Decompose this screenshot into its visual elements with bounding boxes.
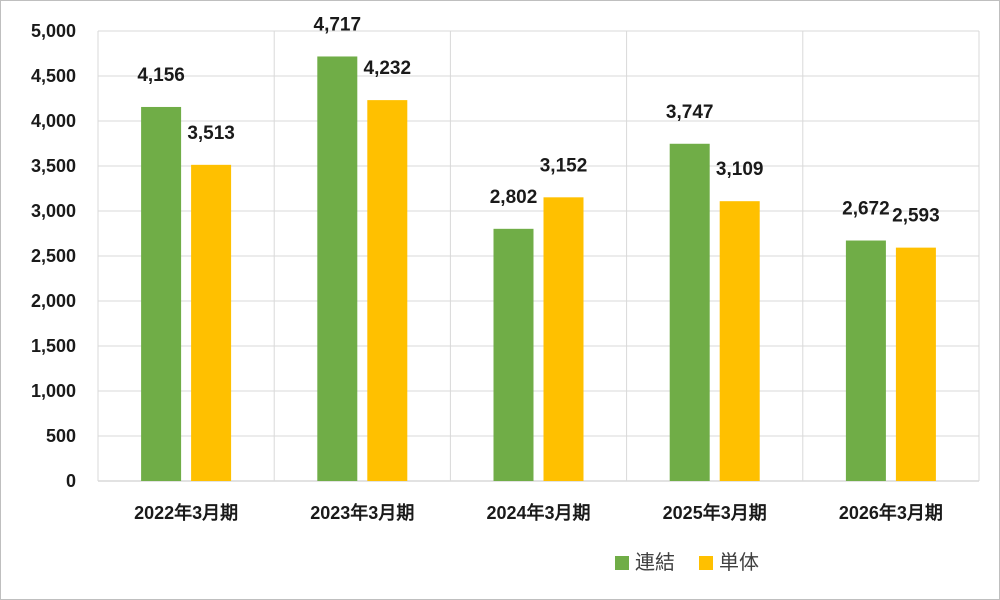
bar-standalone (543, 197, 584, 481)
data-label: 2,593 (892, 206, 940, 227)
y-tick-label: 500 (46, 426, 76, 446)
bar-consolidated (493, 228, 534, 481)
data-label: 3,513 (187, 123, 235, 144)
data-label: 4,717 (314, 14, 362, 35)
data-label: 3,109 (716, 159, 764, 180)
legend-swatch (615, 556, 629, 570)
y-tick-label: 3,000 (31, 201, 76, 221)
bar-standalone (191, 164, 232, 481)
legend-label: 単体 (719, 551, 759, 574)
data-label: 4,232 (364, 58, 412, 79)
y-tick-label: 0 (66, 471, 76, 491)
data-label: 3,747 (666, 102, 714, 123)
y-tick-label: 5,000 (31, 21, 76, 41)
legend-swatch (699, 556, 713, 570)
y-tick-label: 1,000 (31, 381, 76, 401)
legend: 連結 単体 (615, 551, 759, 574)
data-label: 2,672 (842, 199, 890, 220)
data-label: 3,152 (540, 155, 588, 176)
x-tick-label: 2022年3月期 (134, 502, 238, 523)
y-tick-label: 4,000 (31, 111, 76, 131)
data-label: 2,802 (490, 187, 538, 208)
y-tick-label: 3,500 (31, 156, 76, 176)
x-tick-label: 2023年3月期 (310, 502, 414, 523)
bar-consolidated (317, 56, 358, 481)
x-tick-label: 2026年3月期 (839, 502, 943, 523)
bar-standalone (367, 100, 408, 482)
bar-standalone (895, 247, 936, 481)
y-tick-label: 4,500 (31, 66, 76, 86)
x-tick-label: 2024年3月期 (486, 502, 590, 523)
legend-label: 連結 (635, 551, 675, 574)
bar-standalone (719, 201, 760, 481)
bar-consolidated (845, 240, 886, 481)
bar-consolidated (141, 106, 182, 482)
gridlines (97, 30, 980, 481)
y-tick-label: 1,500 (31, 336, 76, 356)
bars (141, 56, 936, 482)
bar-consolidated (669, 143, 710, 481)
y-tick-label: 2,000 (31, 291, 76, 311)
x-tick-label: 2025年3月期 (663, 502, 767, 523)
y-tick-label: 2,500 (31, 246, 76, 266)
data-label: 4,156 (137, 65, 185, 86)
tick-labels: 0 500 1,000 1,500 2,000 2,500 3,000 3,500 4,000 4… (31, 21, 943, 523)
